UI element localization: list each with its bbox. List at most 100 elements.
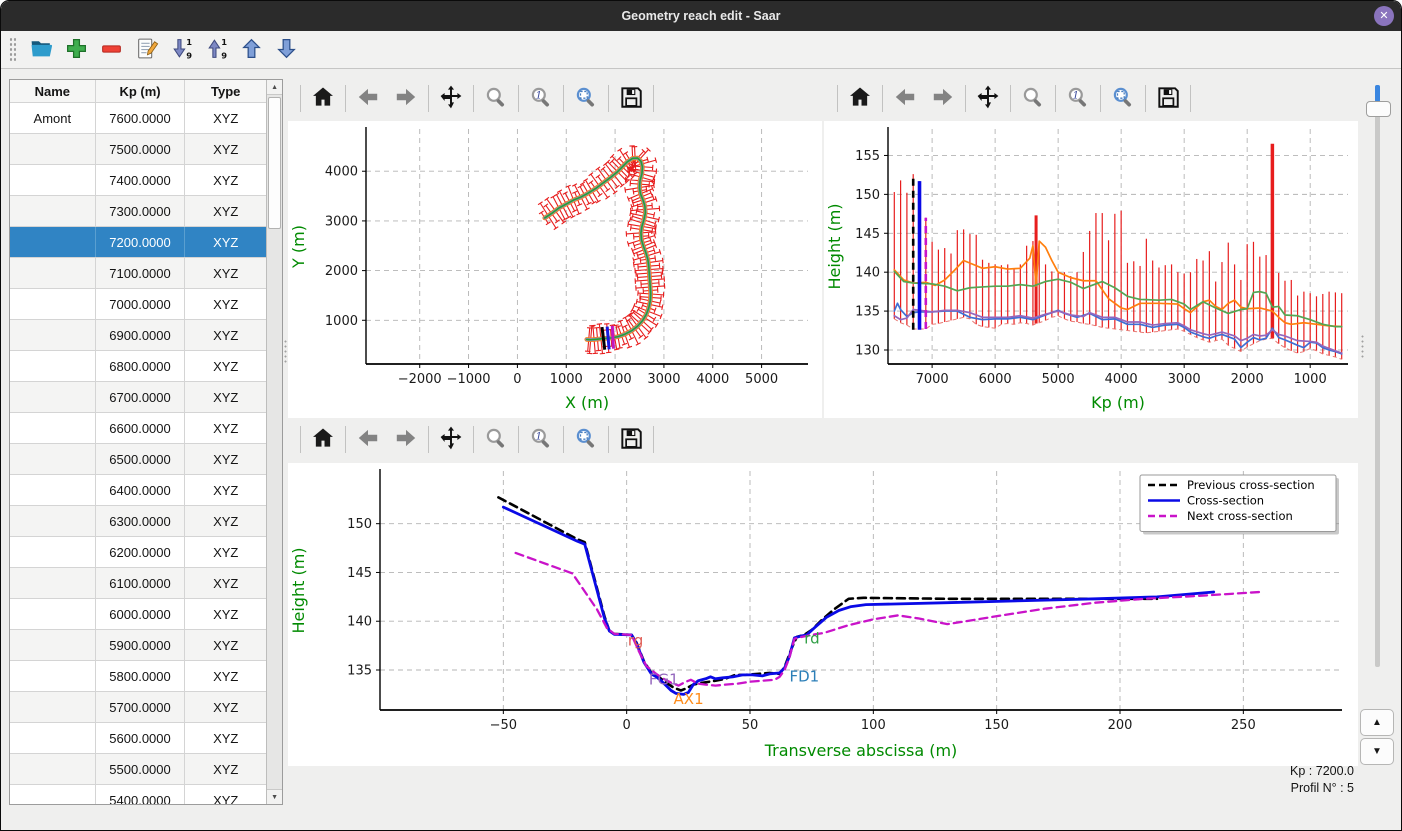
row-type-cell[interactable]: XYZ (213, 668, 239, 684)
row-name-cell[interactable] (10, 661, 96, 691)
table-row[interactable]: 5400.0000 XYZ (10, 785, 267, 805)
table-row[interactable]: 6300.0000 XYZ (10, 506, 267, 537)
table-row[interactable]: 6400.0000 XYZ (10, 475, 267, 506)
plot-zoom-rect-button[interactable] (1104, 82, 1142, 114)
row-name-cell[interactable] (10, 754, 96, 784)
open-reach-button[interactable] (24, 34, 58, 66)
row-kp-cell[interactable]: 6200.0000 (96, 537, 186, 567)
row-name-cell[interactable] (10, 413, 96, 443)
table-row[interactable]: 5900.0000 XYZ (10, 630, 267, 661)
row-name-cell[interactable] (10, 537, 96, 567)
row-kp-cell[interactable]: 6800.0000 (96, 351, 186, 381)
row-name-cell[interactable] (10, 165, 96, 195)
column-header-kp-m[interactable]: Kp (m) (96, 80, 186, 102)
move-profile-down-button[interactable] (269, 34, 303, 66)
plot-home-button[interactable] (304, 423, 342, 455)
plot-zoom-button[interactable] (1014, 82, 1052, 114)
row-type-cell[interactable]: XYZ (213, 420, 239, 436)
table-row[interactable]: 7500.0000 XYZ (10, 134, 267, 165)
table-row[interactable]: 6800.0000 XYZ (10, 351, 267, 382)
remove-profile-button[interactable] (94, 34, 128, 66)
row-type-cell[interactable]: XYZ (213, 761, 239, 777)
plot-forward-button[interactable] (387, 423, 425, 455)
plot-home-button[interactable] (841, 82, 879, 114)
row-kp-cell[interactable]: 6700.0000 (96, 382, 186, 412)
table-row[interactable]: 5700.0000 XYZ (10, 692, 267, 723)
row-kp-cell[interactable]: 7400.0000 (96, 165, 186, 195)
move-profile-up-button[interactable] (234, 34, 268, 66)
row-kp-cell[interactable]: 5800.0000 (96, 661, 186, 691)
scrollbar-thumb[interactable] (268, 97, 281, 229)
plot-back-button[interactable] (349, 423, 387, 455)
slider-splitter-handle[interactable] (1360, 334, 1365, 360)
row-name-cell[interactable]: Amont (10, 103, 96, 133)
row-name-cell[interactable] (10, 351, 96, 381)
edit-profile-button[interactable] (129, 34, 163, 66)
plot-save-button[interactable] (612, 423, 650, 455)
title-bar[interactable]: Geometry reach edit - Saar ✕ (1, 1, 1401, 31)
row-name-cell[interactable] (10, 444, 96, 474)
plot-zoom-one-button[interactable]: 1 (522, 82, 560, 114)
row-name-cell[interactable] (10, 599, 96, 629)
row-name-cell[interactable] (10, 289, 96, 319)
row-type-cell[interactable]: XYZ (213, 513, 239, 529)
row-name-cell[interactable] (10, 630, 96, 660)
row-kp-cell[interactable]: 6000.0000 (96, 599, 186, 629)
table-row[interactable]: 7300.0000 XYZ (10, 196, 267, 227)
row-type-cell[interactable]: XYZ (213, 451, 239, 467)
row-type-cell[interactable]: XYZ (213, 141, 239, 157)
table-row[interactable]: 6900.0000 XYZ (10, 320, 267, 351)
scrollbar-down-icon[interactable]: ▼ (267, 789, 282, 804)
plot-forward-button[interactable] (387, 82, 425, 114)
row-type-cell[interactable]: XYZ (213, 265, 239, 281)
table-row[interactable]: 6200.0000 XYZ (10, 537, 267, 568)
row-kp-cell[interactable]: 5500.0000 (96, 754, 186, 784)
row-name-cell[interactable] (10, 506, 96, 536)
row-type-cell[interactable]: XYZ (213, 203, 239, 219)
row-kp-cell[interactable]: 6500.0000 (96, 444, 186, 474)
plot-save-button[interactable] (1149, 82, 1187, 114)
row-kp-cell[interactable]: 7100.0000 (96, 258, 186, 288)
row-kp-cell[interactable]: 7500.0000 (96, 134, 186, 164)
next-profile-button[interactable]: ▼ (1360, 738, 1394, 765)
plot-pan-button[interactable] (432, 423, 470, 455)
table-row[interactable]: 6500.0000 XYZ (10, 444, 267, 475)
table-row[interactable]: 5600.0000 XYZ (10, 723, 267, 754)
table-row[interactable]: 7400.0000 XYZ (10, 165, 267, 196)
row-type-cell[interactable]: XYZ (213, 699, 239, 715)
add-profile-button[interactable] (59, 34, 93, 66)
plot-zoom-rect-button[interactable] (567, 423, 605, 455)
column-header-name[interactable]: Name (10, 80, 96, 102)
row-name-cell[interactable] (10, 258, 96, 288)
row-type-cell[interactable]: XYZ (213, 606, 239, 622)
table-row[interactable]: 6000.0000 XYZ (10, 599, 267, 630)
profile-slider-handle[interactable] (1366, 101, 1391, 117)
table-row[interactable]: 7000.0000 XYZ (10, 289, 267, 320)
row-kp-cell[interactable]: 5700.0000 (96, 692, 186, 722)
row-kp-cell[interactable]: 5400.0000 (96, 785, 186, 804)
plot-zoom-button[interactable] (477, 82, 515, 114)
scrollbar-up-icon[interactable]: ▲ (267, 80, 282, 95)
row-type-cell[interactable]: XYZ (213, 792, 239, 805)
plot-pan-button[interactable] (969, 82, 1007, 114)
row-name-cell[interactable] (10, 475, 96, 505)
row-kp-cell[interactable]: 5900.0000 (96, 630, 186, 660)
row-type-cell[interactable]: XYZ (213, 172, 239, 188)
plot-zoom-button[interactable] (477, 423, 515, 455)
table-row[interactable]: 6700.0000 XYZ (10, 382, 267, 413)
table-row[interactable]: 7100.0000 XYZ (10, 258, 267, 289)
plan-view-plot[interactable]: −2000 −1000 0 1000 2000 3000 4000 5000 1000 2000 3… (288, 121, 822, 418)
plot-save-button[interactable] (612, 82, 650, 114)
row-kp-cell[interactable]: 7600.0000 (96, 103, 186, 133)
row-name-cell[interactable] (10, 568, 96, 598)
row-type-cell[interactable]: XYZ (213, 730, 239, 746)
row-type-cell[interactable]: XYZ (213, 575, 239, 591)
toolbar-drag-handle[interactable] (9, 36, 16, 63)
table-row[interactable]: 6600.0000 XYZ (10, 413, 267, 444)
row-kp-cell[interactable]: 6900.0000 (96, 320, 186, 350)
longitudinal-profile-plot[interactable]: 7000 6000 5000 4000 3000 2000 1000 130 135 140 145… (824, 121, 1358, 418)
plot-pan-button[interactable] (432, 82, 470, 114)
row-kp-cell[interactable]: 7000.0000 (96, 289, 186, 319)
